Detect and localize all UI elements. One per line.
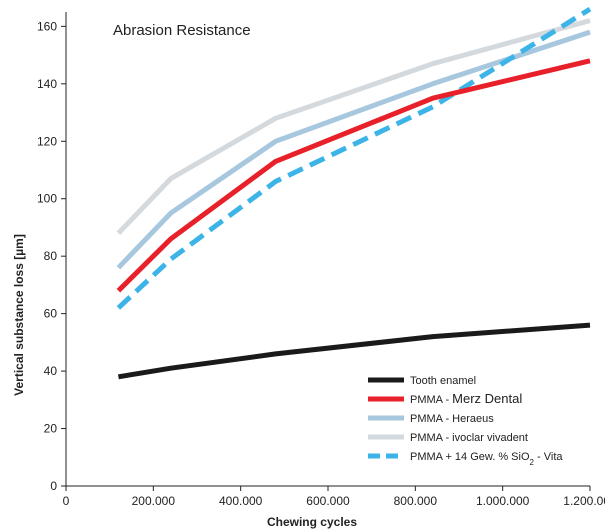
legend-label: PMMA + 14 Gew. % SiO2 - Vita — [410, 451, 563, 467]
x-axis-ticks: 0 200.000 400.000 600.000 800.000 1.000.000 1.… — [63, 486, 605, 508]
series-line-4 — [117, 322, 591, 380]
legend-item: Tooth enamel — [368, 375, 476, 387]
series-line-0 — [116, 18, 591, 235]
y-tick-label: 0 — [50, 479, 57, 493]
y-tick-label: 120 — [37, 134, 57, 148]
x-axis-title: Chewing cycles — [267, 515, 357, 529]
legend-item: PMMA - Merz Dental — [368, 391, 522, 406]
legend-label: PMMA - Merz Dental — [410, 391, 522, 406]
y-tick-label: 100 — [37, 192, 57, 206]
legend-item: PMMA - Heraeus — [368, 413, 494, 425]
series-line-3 — [116, 58, 591, 293]
series-layer — [116, 6, 592, 380]
y-axis-title: Vertical substance loss [µm] — [12, 234, 26, 396]
legend-label: Tooth enamel — [410, 375, 476, 387]
legend-label-part: Merz Dental — [452, 391, 522, 406]
y-tick-label: 80 — [44, 249, 58, 263]
x-tick-label: 800.000 — [394, 494, 438, 508]
series-line-2 — [116, 6, 592, 310]
legend-label: PMMA - Heraeus — [410, 413, 494, 425]
series-line-1 — [116, 29, 591, 270]
legend-item: PMMA - ivoclar vivadent — [368, 432, 528, 444]
legend-label-part: PMMA - ivoclar vivadent — [410, 432, 528, 444]
x-tick-label: 400.000 — [219, 494, 263, 508]
legend-label-part: PMMA - Heraeus — [410, 413, 494, 425]
y-tick-label: 40 — [44, 364, 58, 378]
legend-item: PMMA + 14 Gew. % SiO2 - Vita — [368, 451, 563, 467]
y-tick-label: 140 — [37, 77, 57, 91]
y-axis-ticks: 0 20 40 60 80 100 120 140 160 — [37, 19, 66, 493]
legend-label-part: PMMA + 14 Gew. % SiO — [410, 451, 530, 463]
x-tick-label: 200.000 — [132, 494, 176, 508]
y-tick-label: 60 — [44, 307, 58, 321]
legend-label-part: Tooth enamel — [410, 375, 476, 387]
y-tick-label: 20 — [44, 422, 58, 436]
axes — [65, 12, 590, 487]
legend-label-part: 2 — [530, 458, 535, 467]
y-tick-label: 160 — [37, 19, 57, 33]
legend: Tooth enamel PMMA - Merz Dental PMMA - Her… — [368, 375, 563, 467]
chart-title: Abrasion Resistance — [113, 22, 251, 39]
legend-label-part: - Vita — [534, 451, 563, 463]
x-tick-label: 1.200.000 — [563, 494, 605, 508]
x-tick-label: 0 — [63, 494, 70, 508]
x-tick-label: 600.000 — [306, 494, 350, 508]
legend-label-part: PMMA - — [410, 394, 452, 406]
legend-label: PMMA - ivoclar vivadent — [410, 432, 528, 444]
x-tick-label: 1.000.000 — [476, 494, 530, 508]
